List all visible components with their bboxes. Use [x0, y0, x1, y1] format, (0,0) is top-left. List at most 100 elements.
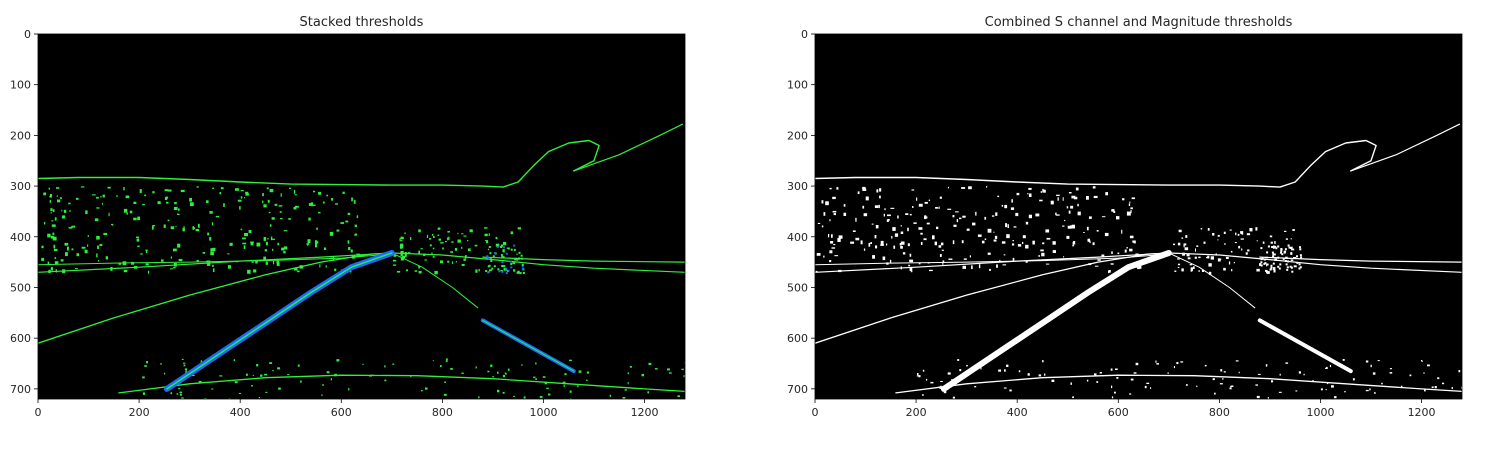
noise-speck: [467, 240, 469, 242]
noise-speck: [178, 258, 183, 262]
noise-speck: [502, 391, 505, 394]
noise-speck: [918, 262, 921, 265]
noise-speck: [959, 369, 962, 372]
noise-speck: [263, 256, 267, 261]
noise-speck: [1329, 364, 1332, 368]
noise-speck: [823, 212, 826, 216]
noise-speck: [1097, 259, 1101, 261]
noise-speck: [1208, 263, 1212, 267]
noise-speck: [144, 194, 147, 197]
noise-speck: [50, 235, 55, 239]
noise-speck: [183, 362, 186, 364]
noise-speck: [240, 228, 243, 231]
noise-speck: [142, 376, 145, 379]
noise-speck: [1155, 360, 1157, 363]
noise-speck: [1121, 229, 1123, 234]
noise-speck: [923, 238, 927, 241]
car-speck: [1260, 261, 1263, 264]
noise-speck: [624, 389, 627, 391]
noise-speck: [176, 393, 179, 395]
car-speck: [496, 246, 499, 248]
noise-speck: [1247, 249, 1250, 252]
noise-speck: [1331, 385, 1334, 388]
noise-speck: [1126, 247, 1128, 249]
car-speck: [490, 258, 492, 261]
noise-speck: [495, 243, 500, 247]
noise-speck: [852, 230, 856, 232]
noise-speck: [1022, 241, 1024, 244]
noise-speck: [100, 196, 102, 198]
noise-speck: [1421, 360, 1423, 362]
noise-speck: [837, 238, 841, 242]
noise-speck: [136, 236, 140, 238]
noise-speck: [308, 217, 311, 221]
noise-speck: [1389, 372, 1393, 374]
noise-speck: [1129, 201, 1131, 204]
noise-speck: [1186, 384, 1188, 387]
noise-speck: [535, 378, 537, 380]
car-speck: [521, 267, 524, 270]
noise-speck: [1051, 379, 1055, 382]
car-speck: [1266, 263, 1269, 266]
car-speck: [521, 265, 524, 267]
car-speck: [1264, 262, 1267, 265]
noise-speck: [1004, 204, 1008, 209]
noise-speck: [175, 225, 177, 228]
noise-speck: [1105, 192, 1108, 196]
noise-speck: [1241, 248, 1243, 251]
noise-speck: [1010, 207, 1015, 210]
noise-speck: [189, 197, 192, 202]
edge-road-horizon: [815, 252, 1462, 273]
noise-speck: [1009, 389, 1012, 392]
noise-speck: [437, 227, 441, 230]
noise-speck: [41, 257, 45, 261]
noise-speck: [87, 244, 89, 247]
noise-speck: [995, 212, 998, 216]
noise-speck: [392, 259, 397, 262]
panel-1: 0 200 400 600 800 1000 1200 0 100 200 300 400 500 600…: [10, 15, 686, 419]
car-speck: [1288, 246, 1291, 249]
noise-speck: [986, 186, 988, 188]
noise-speck: [952, 396, 955, 399]
noise-speck: [870, 242, 872, 244]
noise-speck: [54, 257, 57, 259]
car-speck: [1265, 269, 1267, 272]
noise-speck: [1233, 261, 1235, 264]
noise-speck: [821, 200, 824, 204]
noise-speck: [139, 189, 142, 193]
noise-speck: [258, 397, 260, 399]
noise-speck: [142, 392, 146, 395]
noise-speck: [1057, 197, 1059, 201]
noise-speck: [262, 193, 264, 197]
noise-speck: [1325, 367, 1327, 369]
noise-speck: [418, 270, 422, 274]
car-speck: [510, 263, 513, 265]
noise-speck: [61, 215, 66, 219]
noise-speck: [971, 265, 973, 270]
car-speck: [490, 260, 493, 262]
axes-frame: [814, 33, 1463, 400]
noise-speck: [242, 242, 247, 245]
noise-speck: [1256, 240, 1258, 242]
noise-speck: [212, 187, 214, 189]
noise-speck: [829, 219, 831, 222]
noise-speck: [1001, 241, 1006, 244]
noise-speck: [1067, 225, 1072, 229]
edge-road-right: [391, 252, 479, 309]
noise-speck: [1267, 397, 1269, 399]
noise-speck: [96, 253, 98, 258]
noise-speck: [418, 265, 421, 269]
noise-speck: [223, 203, 225, 207]
noise-speck: [212, 264, 214, 267]
noise-speck: [207, 232, 210, 236]
noise-speck: [503, 241, 507, 246]
noise-speck: [838, 235, 843, 239]
noise-speck: [654, 368, 658, 370]
noise-speck: [219, 375, 223, 377]
noise-speck: [65, 252, 68, 257]
noise-speck: [321, 394, 323, 397]
noise-speck: [1274, 241, 1276, 244]
y-tick-label: 700: [787, 383, 808, 396]
noise-speck: [929, 269, 933, 272]
noise-speck: [263, 237, 267, 241]
